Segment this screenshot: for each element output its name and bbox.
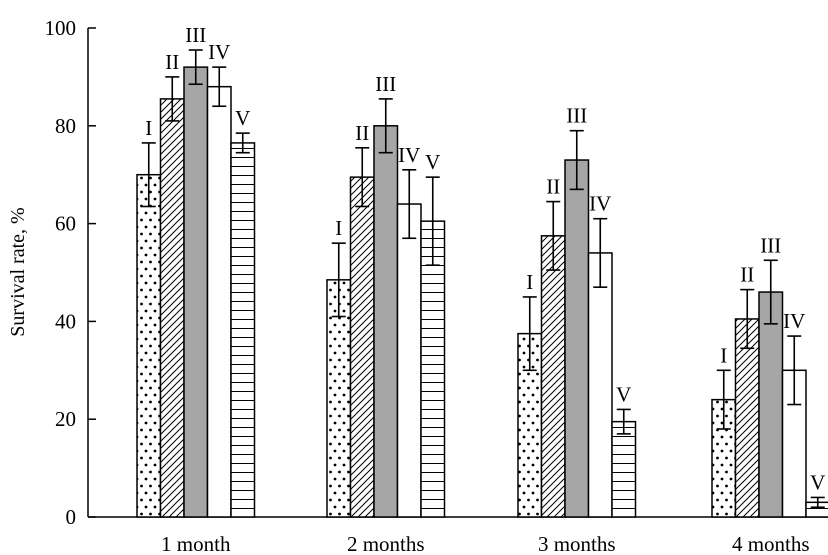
series-label: IV xyxy=(398,143,420,167)
series-label: IV xyxy=(589,192,611,216)
series-label: II xyxy=(165,50,179,74)
y-axis: 0 20 40 60 80 100 Survival rate, % xyxy=(7,16,96,529)
series-label: I xyxy=(526,270,533,294)
bar-ii xyxy=(349,176,375,518)
bar-v xyxy=(611,420,637,518)
series-label: II xyxy=(546,175,560,199)
y-tick-label: 80 xyxy=(55,114,76,138)
bar-ii xyxy=(159,98,185,518)
series-label: II xyxy=(740,263,754,287)
series-label: III xyxy=(760,233,781,257)
series-label: V xyxy=(425,150,440,174)
x-axis: 1 month 2 months 3 months 4 months xyxy=(88,516,828,555)
series-label: III xyxy=(185,23,206,47)
y-tick-label: 40 xyxy=(55,309,76,333)
series-label: I xyxy=(335,216,342,240)
bar-iv xyxy=(587,252,613,518)
bar-iv xyxy=(396,203,422,518)
series-label: I xyxy=(145,116,152,140)
y-tick-label: 20 xyxy=(55,407,76,431)
y-tick-label: 60 xyxy=(55,212,76,236)
series-label: V xyxy=(616,382,631,406)
bar-iv xyxy=(206,85,232,518)
series-label: III xyxy=(566,104,587,128)
x-tick-label: 1 month xyxy=(161,532,231,555)
series-label: V xyxy=(810,470,825,494)
series-label: I xyxy=(720,343,727,367)
bar-i xyxy=(136,173,162,518)
bar-ii xyxy=(540,235,566,518)
series-label: IV xyxy=(783,309,805,333)
x-tick-label: 3 months xyxy=(538,532,616,555)
y-tick-label: 0 xyxy=(66,505,77,529)
bar-iii xyxy=(373,125,399,518)
x-tick-label: 2 months xyxy=(347,532,425,555)
y-tick-label: 100 xyxy=(45,16,77,40)
series-label: III xyxy=(375,72,396,96)
series-label: V xyxy=(235,106,250,130)
series-label: IV xyxy=(208,40,230,64)
y-axis-title: Survival rate, % xyxy=(7,207,29,336)
bar-iii xyxy=(758,291,784,518)
bar-iii xyxy=(183,66,209,518)
x-tick-label: 4 months xyxy=(732,532,810,555)
bar-v xyxy=(230,142,256,518)
bar-iii xyxy=(564,159,590,518)
series-label: II xyxy=(355,121,369,145)
